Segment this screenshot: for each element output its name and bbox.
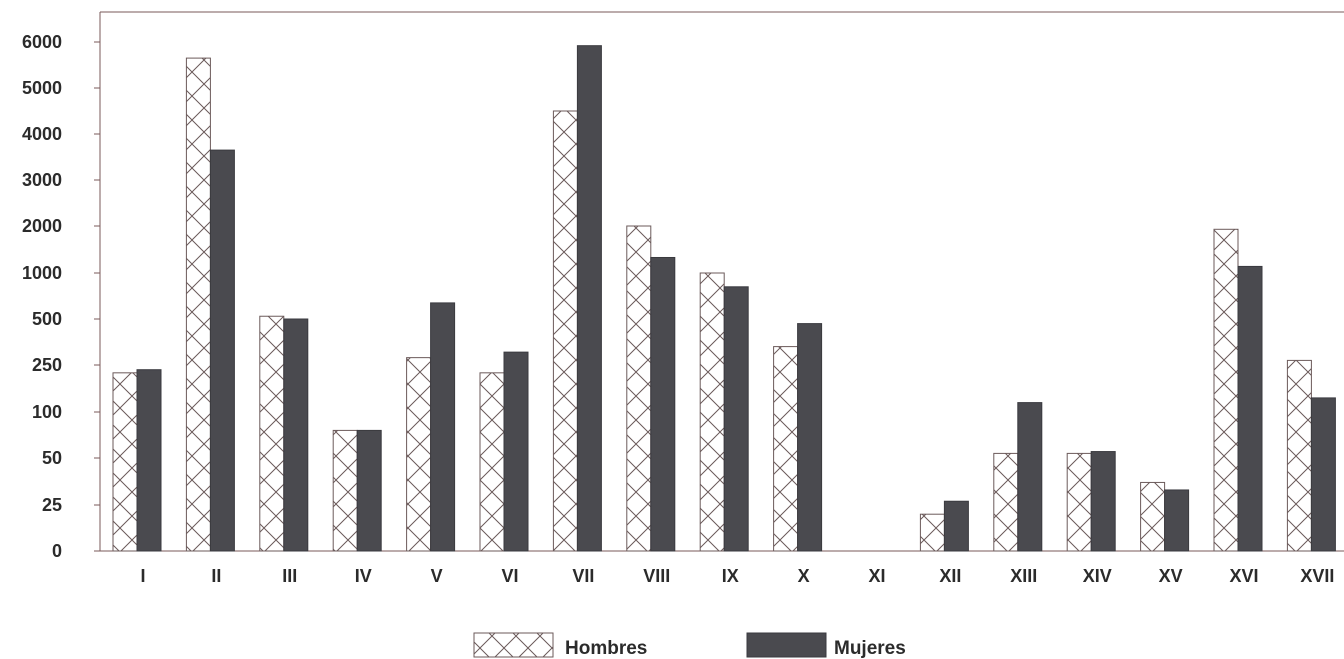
x-tick-label: VIII: [643, 566, 670, 586]
bar-hombres-IV: [332, 429, 358, 552]
y-tick-label: 4000: [22, 124, 62, 144]
y-tick-label: 0: [52, 541, 62, 561]
y-tick-label: 2000: [22, 216, 62, 236]
bar-mujeres-IX: [723, 286, 749, 552]
bar-hombres-VI: [479, 372, 505, 552]
bar-mujeres-XIII: [1017, 402, 1043, 552]
x-tick-label: XI: [868, 566, 885, 586]
bar-mujeres-X: [797, 323, 823, 552]
x-tick-label: XIII: [1010, 566, 1037, 586]
bar-mujeres-V: [430, 302, 456, 552]
bar-hombres-VII: [552, 110, 578, 552]
y-tick-label: 5000: [22, 78, 62, 98]
bar-hombres-XVII: [1286, 359, 1312, 552]
x-tick-label: XIV: [1083, 566, 1112, 586]
bar-mujeres-VIII: [650, 256, 676, 552]
bar-hombres-XIV: [1066, 452, 1092, 552]
x-tick-label: IV: [355, 566, 372, 586]
y-tick-label: 3000: [22, 170, 62, 190]
bar-hombres-IX: [699, 272, 725, 552]
y-tick-label: 500: [32, 309, 62, 329]
y-tick-label: 6000: [22, 32, 62, 52]
bar-mujeres-XVI: [1237, 265, 1263, 552]
legend: Hombres Mujeres: [473, 632, 906, 659]
legend-label-hombres: Hombres: [565, 638, 647, 659]
x-tick-label: XVI: [1229, 566, 1258, 586]
bar-mujeres-VII: [576, 45, 602, 552]
bar-mujeres-XII: [943, 500, 969, 552]
legend-swatch-hombres: [473, 632, 554, 658]
bar-mujeres-III: [283, 318, 309, 552]
legend-label-mujeres: Mujeres: [834, 638, 906, 659]
bar-mujeres-VI: [503, 351, 529, 552]
bars: [112, 45, 1336, 552]
x-tick-label: XV: [1159, 566, 1183, 586]
x-tick-label: II: [211, 566, 221, 586]
bar-mujeres-XIV: [1090, 451, 1116, 552]
bar-mujeres-II: [209, 149, 235, 552]
x-tick-label: VII: [572, 566, 594, 586]
bar-mujeres-XVII: [1310, 397, 1336, 552]
bar-hombres-XIII: [993, 452, 1019, 552]
x-tick-label: X: [798, 566, 810, 586]
bar-hombres-XV: [1140, 481, 1166, 552]
bar-mujeres-IV: [356, 429, 382, 552]
y-tick-label: 50: [42, 448, 62, 468]
x-tick-label: V: [431, 566, 443, 586]
bar-hombres-I: [112, 372, 138, 552]
x-tick-label: I: [140, 566, 145, 586]
x-tick-label: VI: [501, 566, 518, 586]
legend-swatch-mujeres: [746, 632, 827, 658]
y-axis: 0 25 50 100 250 500 1000 2000 3000 4000 5000 6000: [22, 32, 100, 561]
bar-hombres-XII: [919, 513, 945, 552]
x-tick-label: III: [282, 566, 297, 586]
bar-hombres-III: [259, 315, 285, 552]
bar-hombres-X: [773, 346, 799, 552]
y-tick-label: 250: [32, 355, 62, 375]
bar-hombres-VIII: [626, 225, 652, 552]
x-axis: I II III IV V VI VII VIII IX X XI XII XIII XIV XV XVI XV…: [140, 566, 1334, 586]
bar-hombres-II: [185, 57, 211, 552]
x-tick-label: XVII: [1300, 566, 1334, 586]
bar-hombres-V: [406, 357, 432, 552]
y-tick-label: 1000: [22, 263, 62, 283]
x-tick-label: XII: [939, 566, 961, 586]
y-tick-label: 25: [42, 495, 62, 515]
bar-hombres-XVI: [1213, 228, 1239, 552]
y-tick-label: 100: [32, 402, 62, 422]
x-tick-label: IX: [722, 566, 739, 586]
bar-mujeres-I: [136, 369, 162, 552]
bar-mujeres-XV: [1164, 489, 1190, 552]
